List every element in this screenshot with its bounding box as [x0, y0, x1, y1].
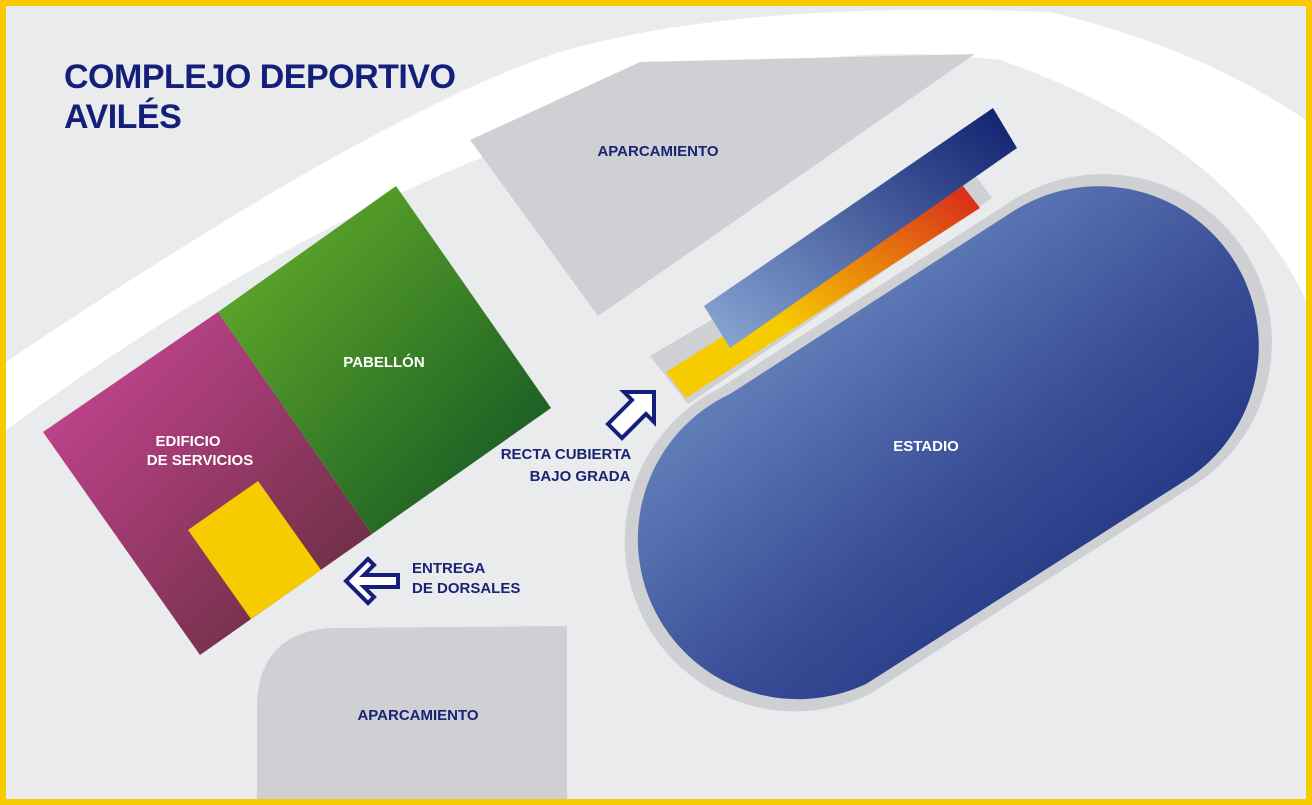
services-highlight: [188, 481, 321, 619]
map-title-line2: AVILÉS: [64, 98, 181, 136]
arrow-left-icon: [343, 556, 400, 606]
map-title-line1: COMPLEJO DEPORTIVO: [64, 58, 456, 96]
stadium-label: ESTADIO: [893, 438, 959, 455]
services-label-line2: DE SERVICIOS: [147, 452, 253, 469]
pavilion-label: PABELLÓN: [343, 353, 424, 371]
parking-top-label: APARCAMIENTO: [597, 143, 718, 160]
arrow-up-right-icon: [605, 390, 656, 441]
services-label-line1: EDIFICIO: [155, 433, 220, 450]
road: [6, 9, 1306, 430]
parking-bottom-label: APARCAMIENTO: [357, 707, 478, 724]
covered-track-label-line1: RECTA CUBIERTA: [501, 446, 632, 463]
parking-top: [470, 54, 975, 316]
grandstand: [704, 108, 1017, 348]
bib-pickup-label-line1: ENTREGA: [412, 560, 486, 577]
covered-track: [666, 186, 980, 398]
parking-bottom: [257, 626, 567, 799]
pavilion-building: [218, 186, 551, 534]
stadium-field: [637, 186, 1259, 700]
covered-track-label-line2: BAJO GRADA: [530, 468, 631, 485]
bib-pickup-label-line2: DE DORSALES: [412, 580, 520, 597]
